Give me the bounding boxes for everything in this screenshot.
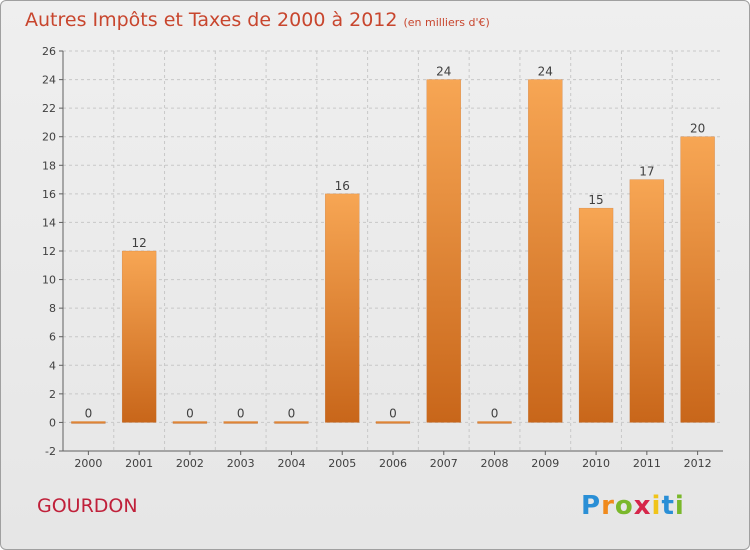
grid-lines	[63, 50, 723, 452]
data-label-2011: 17	[639, 165, 654, 179]
y-tick-label: 26	[42, 45, 56, 58]
data-label-2005: 16	[335, 179, 350, 193]
logo-letter: r	[601, 491, 615, 521]
chart-subtitle: (en milliers d'€)	[403, 16, 490, 29]
bar-2006[interactable]	[375, 421, 411, 424]
data-label-2004: 0	[288, 406, 296, 420]
axes	[59, 50, 723, 455]
y-tick-label: 16	[42, 188, 56, 201]
bar-2008[interactable]	[477, 421, 512, 424]
x-tick-label-2011: 2011	[633, 457, 661, 470]
data-label-2001: 12	[132, 236, 147, 250]
x-tick-label-2007: 2007	[430, 457, 458, 470]
x-tick-label-2010: 2010	[582, 457, 610, 470]
y-tick-label: 20	[42, 131, 56, 144]
y-tick-label: 18	[42, 159, 56, 172]
data-label-2009: 24	[538, 65, 553, 79]
bar-2009[interactable]	[528, 79, 563, 423]
bar-2002[interactable]	[172, 421, 208, 424]
x-tick-label-2005: 2005	[328, 457, 356, 470]
bar-2000[interactable]	[71, 421, 106, 424]
bar-2012[interactable]	[680, 136, 715, 423]
data-label-2007: 24	[436, 65, 451, 79]
data-label-2008: 0	[491, 406, 499, 420]
y-tick-label: 14	[42, 216, 56, 229]
x-tick-label-2012: 2012	[684, 457, 712, 470]
logo-letter: i	[674, 491, 685, 521]
data-label-2002: 0	[186, 406, 194, 420]
bar-2005[interactable]	[325, 193, 360, 423]
y-tick-label: 0	[49, 416, 56, 429]
x-tick-label-2001: 2001	[125, 457, 153, 470]
logo-letter: i	[651, 491, 662, 521]
y-tick-label: 4	[49, 359, 56, 372]
logo-letter: P	[581, 491, 602, 521]
bars	[71, 79, 715, 424]
data-label-2012: 20	[690, 122, 705, 136]
bar-2003[interactable]	[223, 421, 258, 424]
data-label-2000: 0	[85, 406, 93, 420]
bar-2011[interactable]	[629, 179, 665, 423]
y-tick-label: 2	[49, 388, 56, 401]
bar-2007[interactable]	[426, 79, 461, 423]
bar-2001[interactable]	[121, 250, 157, 423]
y-tick-label: 24	[42, 74, 56, 87]
proxiti-logo[interactable]: Proxiti	[581, 491, 685, 521]
bar-2004[interactable]	[274, 421, 309, 424]
logo-letter: o	[614, 491, 634, 521]
y-tick-label: -2	[45, 445, 56, 458]
x-tick-label-2004: 2004	[277, 457, 305, 470]
data-label-2006: 0	[389, 406, 397, 420]
data-label-2003: 0	[237, 406, 245, 420]
x-tick-label-2002: 2002	[176, 457, 204, 470]
y-tick-label: 10	[42, 274, 56, 287]
x-tick-label-2008: 2008	[481, 457, 509, 470]
city-name: GOURDON	[37, 495, 138, 517]
x-tick-label-2006: 2006	[379, 457, 407, 470]
y-tick-label: 12	[42, 245, 56, 258]
chart-title: Autres Impôts et Taxes de 2000 à 2012 (en…	[25, 9, 490, 31]
x-tick-label-2003: 2003	[227, 457, 255, 470]
chart-title-text: Autres Impôts et Taxes de 2000 à 2012	[25, 9, 398, 31]
y-tick-label: 22	[42, 102, 56, 115]
data-labels: 0 12 0 0 0 16 0 24 0 24 15 17 20	[85, 65, 706, 421]
logo-letter: x	[633, 491, 652, 521]
x-tick-label-2009: 2009	[531, 457, 559, 470]
y-tick-label: 6	[49, 331, 56, 344]
data-label-2010: 15	[588, 193, 603, 207]
y-tick-label: 8	[49, 302, 56, 315]
bar-2010[interactable]	[578, 207, 614, 423]
x-tick-labels: 2000 2001 2002 2003 2004 2005 2006 2007 2008 2009…	[74, 457, 711, 470]
x-tick-label-2000: 2000	[74, 457, 102, 470]
logo-letter: t	[661, 491, 675, 521]
